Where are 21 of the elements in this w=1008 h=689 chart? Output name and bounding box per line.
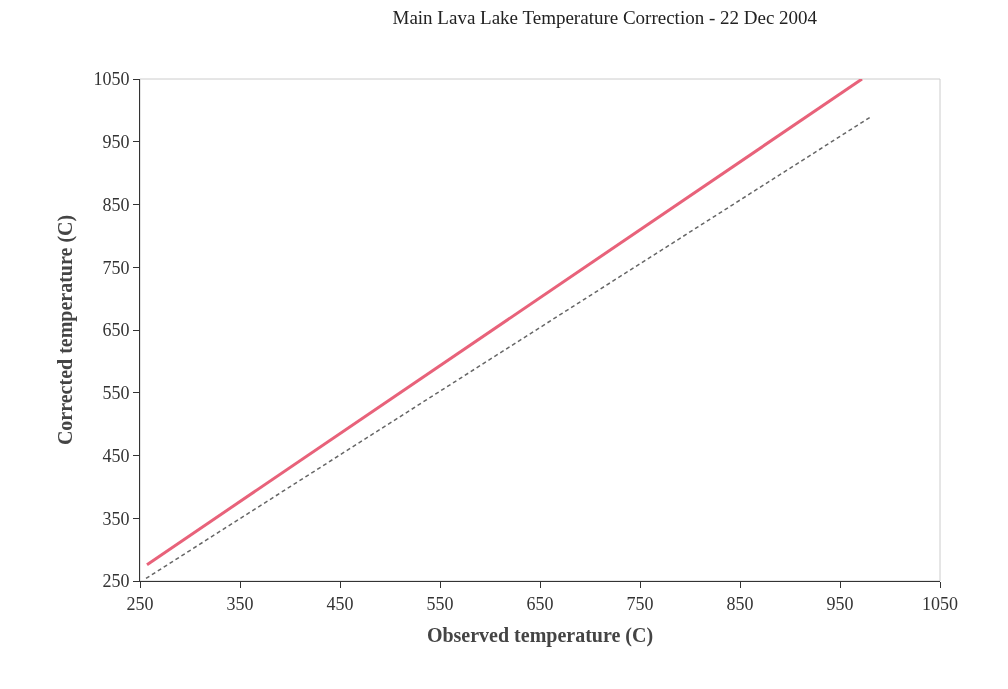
y-tick-label: 650: [102, 320, 130, 341]
y-tick-label: 350: [102, 508, 130, 529]
x-tick-label: 650: [526, 593, 554, 614]
x-tick-label: 1050: [922, 593, 958, 614]
y-tick-label: 550: [102, 383, 130, 404]
x-tick-label: 450: [326, 593, 354, 614]
x-tick-label: 750: [626, 593, 654, 614]
x-axis-title: Observed temperature (C): [426, 624, 654, 648]
y-tick-label: 950: [102, 132, 130, 153]
x-tick-label: 950: [826, 593, 854, 614]
y-tick-label: 750: [102, 257, 130, 278]
chart-title: Main Lava Lake Temperature Correction - 22 Dec 2004: [392, 6, 818, 28]
x-tick-label: 250: [126, 593, 154, 614]
y-tick-label: 250: [102, 571, 130, 592]
y-tick-label: 1050: [93, 69, 130, 90]
x-tick-label: 850: [726, 593, 754, 614]
y-tick-label: 850: [102, 194, 130, 215]
y-axis-title: Corrected temperature (C): [53, 214, 77, 446]
x-tick-label: 550: [426, 593, 454, 614]
x-tick-label: 350: [226, 593, 254, 614]
y-tick-label: 450: [102, 445, 130, 466]
